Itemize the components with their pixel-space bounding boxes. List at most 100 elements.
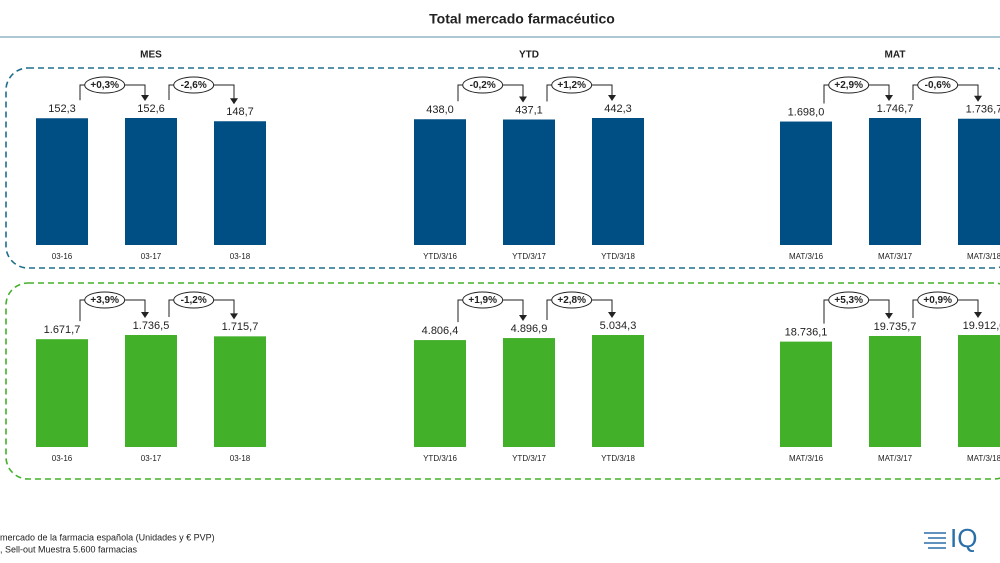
arrow-head (608, 312, 616, 318)
bar (503, 338, 555, 447)
change-label: -0,2% (470, 80, 496, 91)
x-tick-label: 03-16 (52, 454, 73, 463)
value-label: 442,3 (604, 103, 632, 115)
change-label: +0,3% (90, 80, 119, 91)
value-label: 4.806,4 (422, 325, 459, 337)
change-bubble (462, 291, 504, 309)
change-bubble (173, 76, 215, 94)
change-label: +2,9% (834, 80, 863, 91)
bar (214, 121, 266, 245)
x-tick-label: MAT/3/17 (878, 252, 913, 261)
change-bubble (551, 291, 593, 309)
change-label: +1,9% (468, 295, 497, 306)
x-tick-label: YTD/3/18 (601, 454, 635, 463)
value-label: 1.698,0 (788, 106, 825, 118)
x-tick-label: 03-18 (230, 454, 251, 463)
x-tick-label: MAT/3/16 (789, 252, 824, 261)
x-tick-label: YTD/3/16 (423, 454, 457, 463)
change-label: +1,2% (557, 80, 586, 91)
value-label: 4.896,9 (511, 323, 548, 335)
x-tick-label: YTD/3/17 (512, 454, 546, 463)
column-header: MES (140, 50, 162, 61)
value-label: 437,1 (515, 104, 543, 116)
footnote: mercado de la farmacia española (Unidade… (0, 532, 215, 542)
value-label: 1.736,5 (133, 320, 170, 332)
bar (125, 335, 177, 447)
arrow-head (974, 312, 982, 318)
change-bubble (84, 291, 126, 309)
bar (414, 119, 466, 245)
value-label: 1.746,7 (877, 103, 914, 115)
arrow-head (230, 313, 238, 320)
value-label: 1.715,7 (222, 321, 259, 333)
column-header: MAT (885, 50, 906, 61)
bar (869, 118, 921, 245)
change-bubble (828, 291, 870, 309)
x-tick-label: MAT/3/18 (967, 454, 1000, 463)
x-tick-label: MAT/3/16 (789, 454, 824, 463)
x-tick-label: 03-18 (230, 252, 251, 261)
x-tick-label: YTD/3/16 (423, 252, 457, 261)
bar (780, 341, 832, 447)
value-label: 5.034,3 (600, 320, 637, 332)
column-header: YTD (519, 50, 539, 61)
arrow-head (608, 95, 616, 101)
bar (36, 339, 88, 447)
bar (780, 121, 832, 245)
bar (958, 335, 1000, 447)
value-label: 152,3 (48, 103, 76, 115)
change-label: +3,9% (90, 295, 119, 306)
value-label: 438,0 (426, 104, 454, 116)
arrow-head (519, 96, 527, 103)
bar (869, 335, 921, 447)
change-bubble (173, 291, 215, 309)
arrow-head (230, 98, 238, 105)
value-label: 1.736,7 (966, 104, 1000, 116)
bar (414, 340, 466, 447)
value-label: 18.736,1 (785, 327, 828, 339)
x-tick-label: MAT/3/17 (878, 454, 913, 463)
x-tick-label: 03-17 (141, 454, 162, 463)
x-tick-label: MAT/3/18 (967, 252, 1000, 261)
units-box (5, 67, 1000, 269)
change-label: -1,2% (181, 295, 207, 306)
change-bubble (917, 291, 959, 309)
value-label: 1.671,7 (44, 324, 81, 336)
arrow-head (519, 315, 527, 322)
arrow-head (885, 312, 893, 319)
x-tick-label: YTD/3/18 (601, 252, 635, 261)
value-label: 148,7 (226, 106, 254, 118)
bar (125, 118, 177, 245)
arrow-head (141, 312, 149, 318)
change-bubble (84, 76, 126, 94)
bar (592, 335, 644, 447)
value-label: 19.912,0 (963, 320, 1000, 332)
value-box (5, 282, 1000, 480)
bar (503, 119, 555, 245)
arrow-head (974, 95, 982, 102)
slide-title: Total mercado farmacéutico (429, 11, 615, 27)
x-tick-label: 03-16 (52, 252, 73, 261)
change-label: +0,9% (923, 295, 952, 306)
value-label: 19.735,7 (874, 321, 917, 333)
change-bubble (551, 76, 593, 94)
footnote: , Sell-out Muestra 5.600 farmacias (0, 544, 138, 554)
change-bubble (462, 76, 504, 94)
bar (958, 118, 1000, 245)
bar (36, 118, 88, 245)
change-bubble (917, 76, 959, 94)
arrow-head (885, 95, 893, 101)
arrow-head (141, 95, 149, 101)
bar (214, 336, 266, 447)
change-label: -2,6% (181, 80, 207, 91)
x-tick-label: 03-17 (141, 252, 162, 261)
x-tick-label: YTD/3/17 (512, 252, 546, 261)
logo-icon (924, 532, 946, 549)
change-bubble (828, 76, 870, 94)
change-label: +2,8% (557, 295, 586, 306)
value-label: 152,6 (137, 103, 165, 115)
change-label: -0,6% (925, 80, 951, 91)
logo: IQ (950, 523, 977, 553)
